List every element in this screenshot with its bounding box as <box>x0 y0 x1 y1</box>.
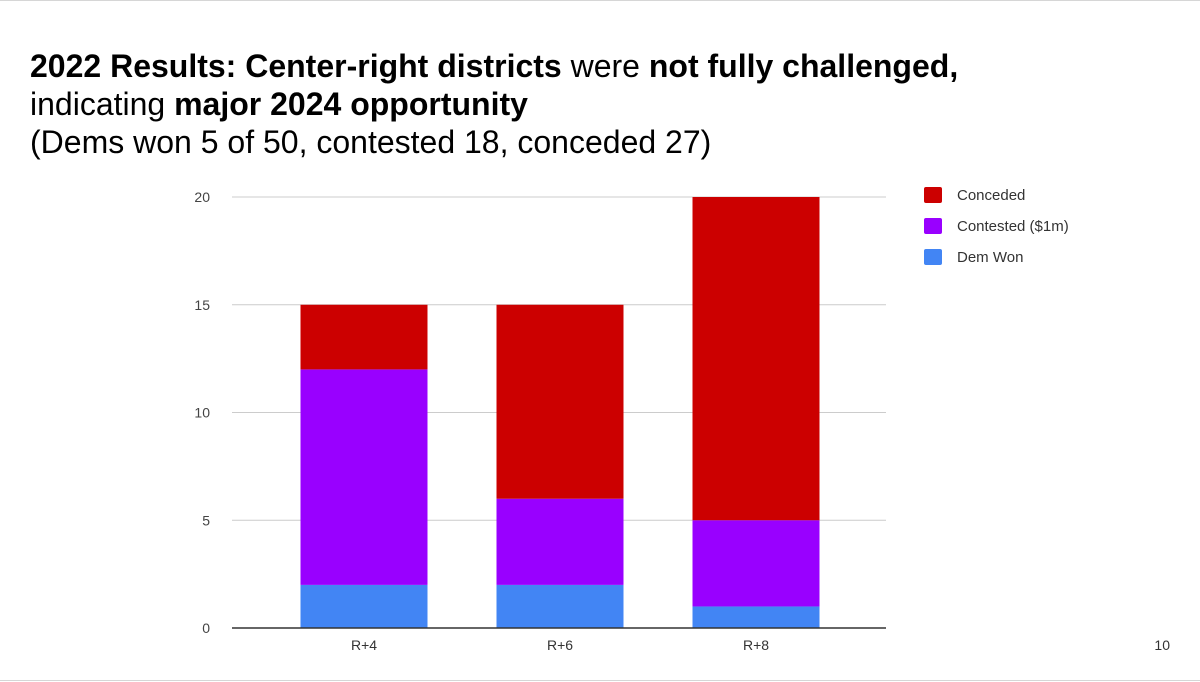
y-tick-label: 15 <box>194 297 210 313</box>
legend-swatch <box>924 218 942 234</box>
bar-conceded-r8 <box>692 197 820 521</box>
bar-conceded-r4 <box>300 304 428 370</box>
page-number: 10 <box>1154 637 1170 653</box>
bar-contested-1m-r8 <box>692 520 820 607</box>
y-tick-label: 10 <box>194 405 210 421</box>
bar-dem-won-r4 <box>300 584 428 628</box>
title-line2-part-2: major 2024 opportunity <box>174 86 528 122</box>
title-line2-part-1: indicating <box>30 86 175 122</box>
bar-contested-1m-r6 <box>496 498 624 585</box>
y-tick-label: 0 <box>202 620 210 636</box>
y-tick-label: 5 <box>202 512 210 528</box>
title-part-3: not fully challenged, <box>648 48 959 84</box>
legend-label: Dem Won <box>957 249 1023 266</box>
y-tick-label: 20 <box>194 189 210 205</box>
bar-contested-1m-r4 <box>300 369 428 585</box>
slide-subtitle: (Dems won 5 of 50, contested 18, concede… <box>30 124 712 160</box>
bar-dem-won-r6 <box>496 584 624 628</box>
legend-swatch <box>924 249 942 265</box>
title-part-2: were <box>561 48 649 84</box>
x-tick-label: R+4 <box>351 637 377 653</box>
legend-label: Conceded <box>957 187 1025 204</box>
x-tick-label: R+8 <box>743 637 769 653</box>
bar-dem-won-r8 <box>692 606 820 628</box>
title-line-2: indicating major 2024 opportunity <box>30 85 1170 123</box>
slide-title: 2022 Results: Center-right districts wer… <box>30 47 1170 161</box>
title-line-1: 2022 Results: Center-right districts wer… <box>30 47 1170 85</box>
bar-conceded-r6 <box>496 304 624 499</box>
title-part-1: 2022 Results: Center-right districts <box>30 48 562 84</box>
legend-swatch <box>924 187 942 203</box>
x-tick-label: R+6 <box>547 637 573 653</box>
legend-label: Contested ($1m) <box>957 218 1069 235</box>
